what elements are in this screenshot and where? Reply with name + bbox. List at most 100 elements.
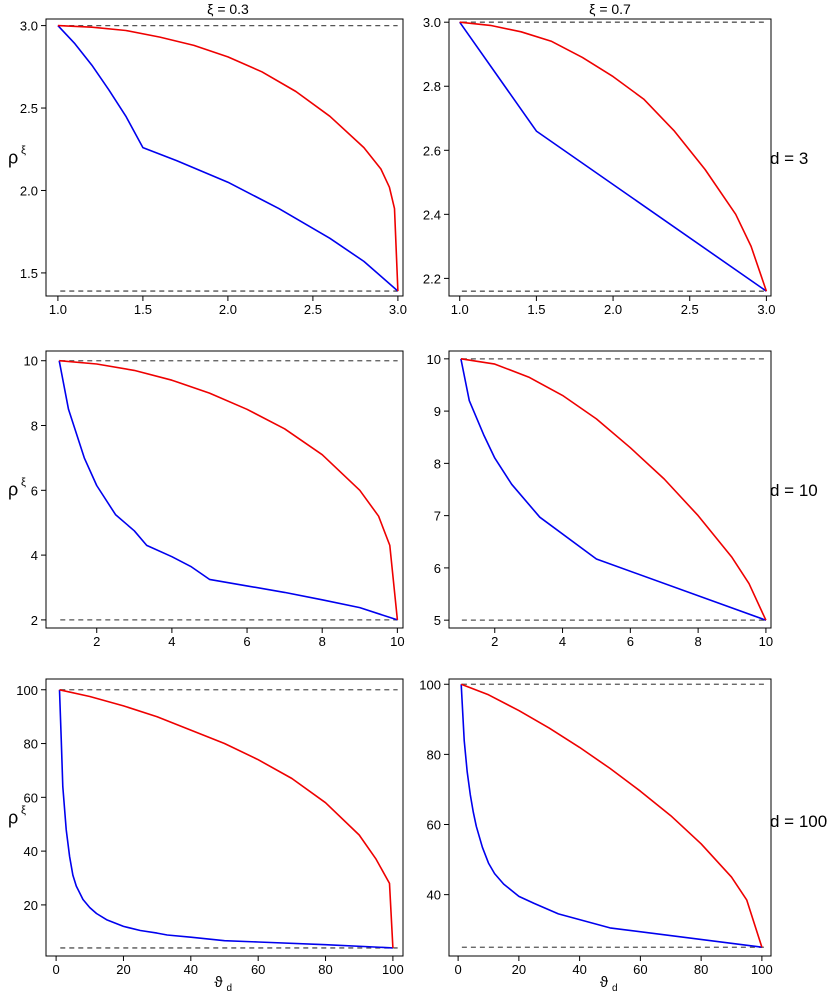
y-tick-label: 40 [24, 844, 38, 859]
y-axis-label-sup: ξ [21, 805, 26, 817]
plot-frame [45, 678, 404, 957]
y-tick-label: 3.0 [423, 15, 441, 30]
x-tick-label: 1.0 [49, 302, 67, 317]
y-tick-label: 10 [24, 354, 38, 369]
y-tick-label: 60 [427, 818, 441, 833]
x-tick-label: 2 [93, 634, 100, 649]
x-tick-label: 40 [572, 962, 586, 977]
blue-series-line [58, 689, 393, 949]
x-tick-label: 80 [318, 962, 332, 977]
x-tick-label: 100 [751, 962, 773, 977]
row-label-0: d = 3 [770, 149, 808, 168]
red-series-line [57, 24, 399, 292]
y-tick-label: 6 [31, 483, 38, 498]
red-series-line [459, 21, 768, 292]
y-tick-label: 40 [427, 888, 441, 903]
y-tick-label: 6 [434, 561, 441, 576]
y-tick-label: 1.5 [20, 266, 38, 281]
panel-r1-c0: 2 4 6 8 10 2 4 6 8 10 ρ ξ [8, 350, 405, 649]
x-tick-label: 8 [695, 634, 702, 649]
x-tick-label: 2.5 [304, 302, 322, 317]
y-tick-label: 20 [24, 898, 38, 913]
y-tick-label: 2.2 [423, 271, 441, 286]
red-series-line [59, 359, 399, 620]
panel-r1-c1: 2 4 6 8 10 5 6 7 8 9 10 [427, 350, 773, 649]
y-axis-label: ρ [8, 808, 18, 828]
panel-r2-c0: 0 20 40 60 80 100 20 40 60 80 100 ρ ξ ϑ d [8, 678, 404, 994]
panel-r2-c1: 0 20 40 60 80 100 40 60 80 100 ϑ d [419, 677, 772, 994]
x-tick-label: 3.0 [757, 302, 775, 317]
x-tick-label: 0 [454, 962, 461, 977]
y-tick-label: 2.8 [423, 79, 441, 94]
y-axis-label-sup: ξ [21, 477, 26, 489]
x-tick-label: 20 [512, 962, 526, 977]
x-tick-label: 40 [184, 962, 198, 977]
y-tick-label: 80 [24, 737, 38, 752]
y-tick-label: 4 [31, 548, 38, 563]
blue-series-line [460, 684, 763, 948]
blue-series-line [58, 360, 398, 621]
x-tick-label: 1.5 [527, 302, 545, 317]
x-tick-label: 10 [759, 634, 773, 649]
x-tick-label: 80 [694, 962, 708, 977]
y-tick-label: 100 [419, 677, 441, 692]
plot-frame [448, 350, 772, 629]
column-title-1: ξ = 0.7 [589, 1, 631, 17]
plot-frame [448, 18, 772, 297]
y-axis-label: ρ [8, 148, 18, 168]
x-tick-label: 0 [52, 962, 59, 977]
y-tick-label: 100 [16, 683, 38, 698]
y-tick-label: 7 [434, 509, 441, 524]
blue-series-line [459, 21, 767, 292]
x-tick-label: 2.5 [681, 302, 699, 317]
y-axis-label: ρ [8, 480, 18, 500]
x-tick-label: 2.0 [604, 302, 622, 317]
y-tick-label: 2.0 [20, 183, 38, 198]
y-tick-label: 10 [427, 352, 441, 367]
y-tick-label: 2.5 [20, 101, 38, 116]
x-tick-label: 1.5 [134, 302, 152, 317]
x-tick-label: 8 [319, 634, 326, 649]
x-tick-label: 20 [116, 962, 130, 977]
x-tick-label: 2 [491, 634, 498, 649]
y-axis-label-sup: ξ [21, 145, 26, 157]
y-tick-label: 2 [31, 613, 38, 628]
y-tick-label: 8 [31, 419, 38, 434]
y-tick-label: 60 [24, 790, 38, 805]
y-tick-label: 80 [427, 747, 441, 762]
x-tick-label: 60 [251, 962, 265, 977]
red-series-line [59, 689, 394, 948]
y-tick-label: 8 [434, 456, 441, 471]
x-tick-label: 100 [382, 962, 404, 977]
y-tick-label: 5 [434, 613, 441, 628]
x-tick-label: 2.0 [219, 302, 237, 317]
row-label-2: d = 100 [770, 812, 827, 831]
panels-group: 1.0 1.5 2.0 2.5 3.01.52.02.53.0ρ ξ1.0 1.5 2.0 2.… [8, 15, 775, 994]
y-tick-label: 3.0 [20, 19, 38, 34]
x-axis-label-sub: d [612, 983, 618, 994]
y-tick-label: 2.4 [423, 207, 441, 222]
x-tick-label: 6 [243, 634, 250, 649]
red-series-line [460, 358, 767, 621]
row-label-1: d = 10 [770, 481, 818, 500]
x-tick-label: 6 [627, 634, 634, 649]
x-tick-label: 10 [390, 634, 404, 649]
x-axis-label: ϑ [600, 974, 609, 991]
panel-r0-c1: 1.0 1.5 2.0 2.5 3.0 2.2 2.4 2.6 2.8 3.0 [423, 15, 776, 317]
x-tick-label: 4 [559, 634, 566, 649]
x-axis-label-sub: d [227, 983, 233, 994]
x-tick-label: 60 [633, 962, 647, 977]
x-axis-label: ϑ [214, 974, 223, 991]
column-title-0: ξ = 0.3 [207, 1, 249, 17]
y-tick-label: 9 [434, 404, 441, 419]
x-tick-label: 3.0 [389, 302, 407, 317]
blue-series-line [460, 358, 767, 621]
plot-frame [448, 678, 772, 957]
x-tick-label: 1.0 [451, 302, 469, 317]
red-series-line [460, 683, 763, 948]
x-tick-label: 4 [168, 634, 175, 649]
y-tick-label: 2.6 [423, 143, 441, 158]
plot-frame [45, 18, 404, 297]
blue-series-line [57, 25, 399, 292]
